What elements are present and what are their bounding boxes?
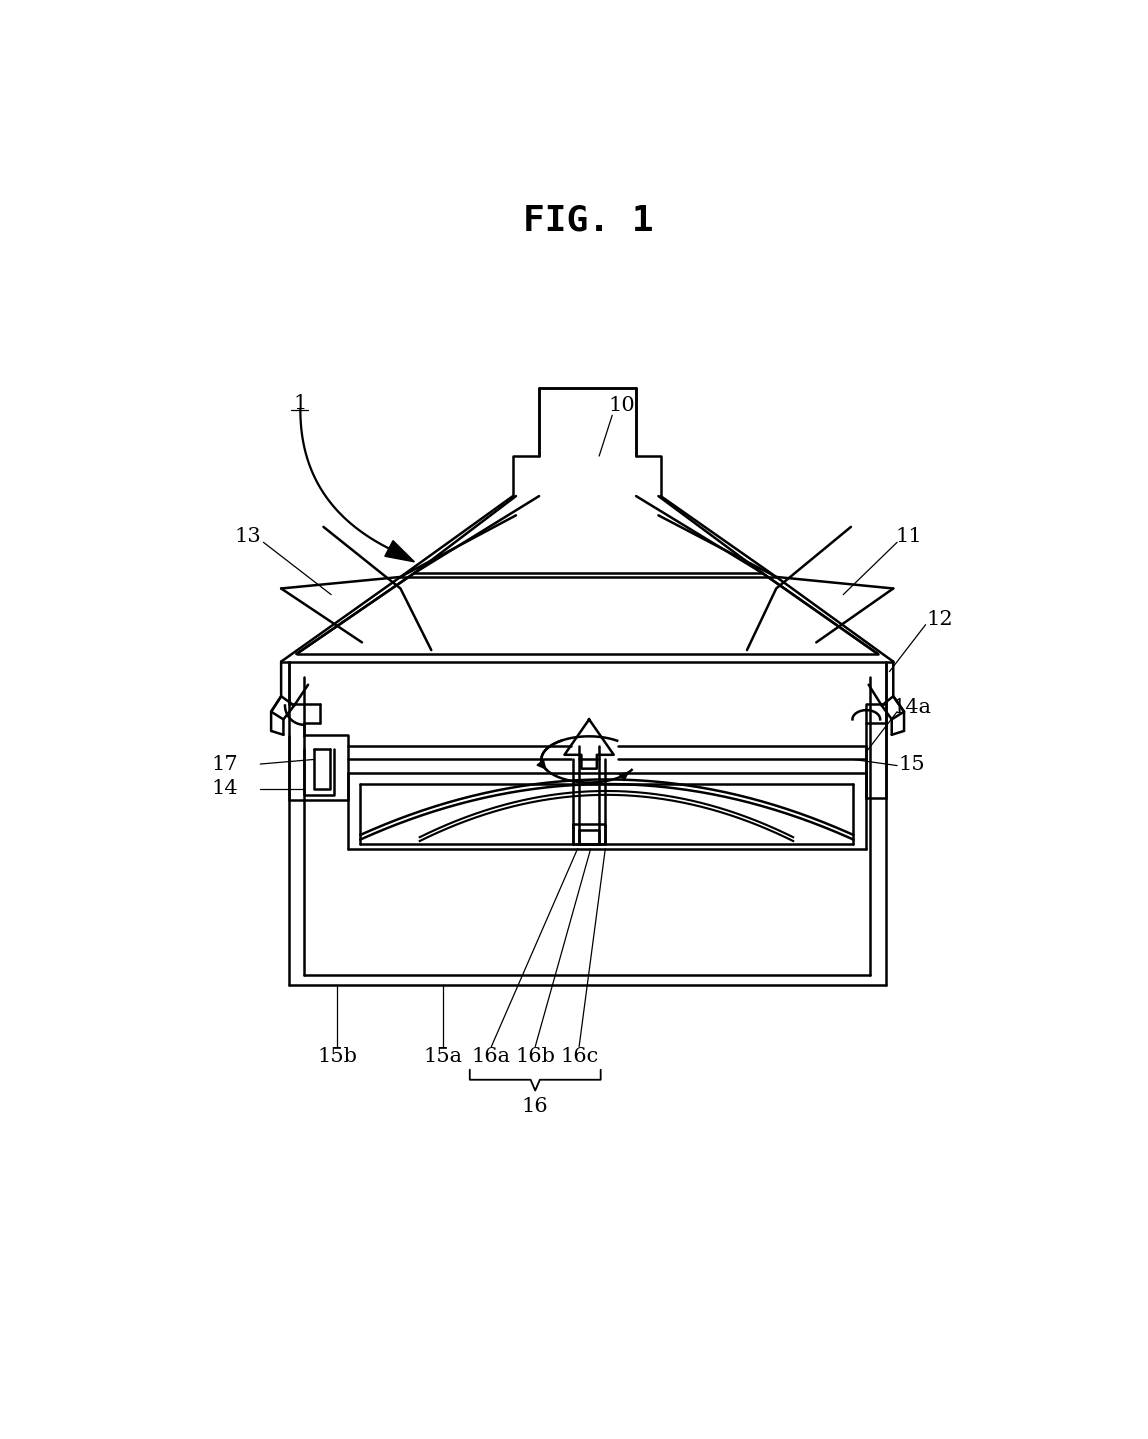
Polygon shape	[385, 541, 414, 561]
Text: 16: 16	[522, 1097, 549, 1117]
Text: 1: 1	[294, 394, 307, 413]
Text: 15b: 15b	[317, 1048, 357, 1066]
Text: 16b: 16b	[515, 1048, 556, 1066]
Text: 10: 10	[608, 396, 636, 414]
Text: 14a: 14a	[892, 698, 931, 717]
Text: 12: 12	[926, 610, 953, 629]
Text: 16c: 16c	[560, 1048, 598, 1066]
Text: 13: 13	[234, 527, 262, 545]
Text: FIG. 1: FIG. 1	[523, 203, 653, 237]
Text: 14: 14	[211, 778, 239, 799]
Text: 16a: 16a	[472, 1048, 511, 1066]
Text: 17: 17	[211, 754, 239, 774]
Text: 15a: 15a	[424, 1048, 463, 1066]
Text: 15: 15	[899, 754, 925, 774]
Text: 11: 11	[895, 527, 922, 545]
